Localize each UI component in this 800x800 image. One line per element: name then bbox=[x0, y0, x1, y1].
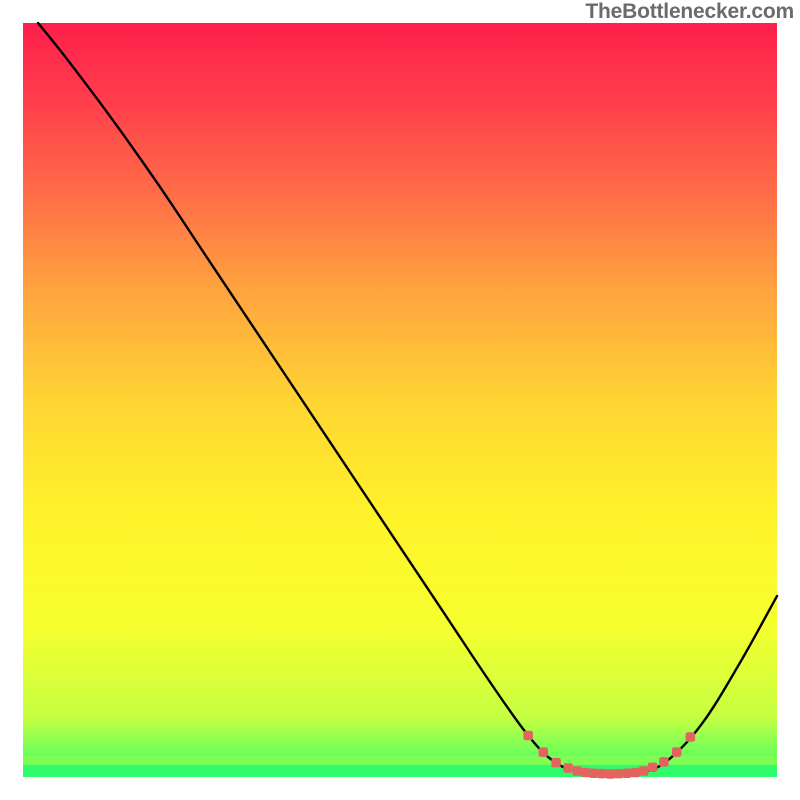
trough-marker bbox=[581, 768, 591, 778]
chart-container: TheBottlenecker.com bbox=[0, 0, 800, 800]
trough-marker bbox=[563, 763, 573, 773]
trough-marker bbox=[539, 747, 549, 757]
trough-marker bbox=[672, 747, 682, 757]
trough-marker bbox=[659, 757, 669, 767]
trough-marker bbox=[686, 732, 696, 742]
watermark-text: TheBottlenecker.com bbox=[585, 0, 794, 24]
trough-marker bbox=[606, 769, 616, 779]
trough-marker bbox=[639, 766, 649, 776]
trough-marker bbox=[523, 731, 533, 741]
trough-marker bbox=[572, 766, 582, 776]
trough-marker bbox=[648, 762, 658, 772]
trough-marker bbox=[589, 768, 599, 778]
trough-marker bbox=[597, 769, 607, 779]
gradient-background bbox=[23, 23, 777, 777]
bottleneck-chart bbox=[0, 0, 800, 800]
trough-marker bbox=[551, 758, 561, 768]
trough-marker bbox=[630, 768, 640, 778]
trough-marker bbox=[614, 769, 624, 779]
trough-marker bbox=[622, 768, 632, 778]
